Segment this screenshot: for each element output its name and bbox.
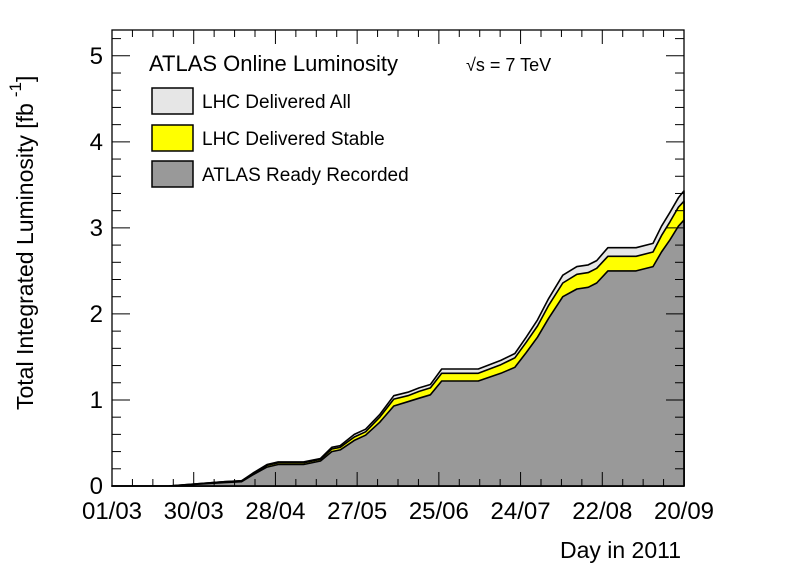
legend-swatch-lhc-delivered-all: [151, 87, 194, 115]
svg-text:Total Integrated Luminosity [f: Total Integrated Luminosity [fb-1]: [6, 76, 38, 410]
energy-label: √s = 7 TeV: [466, 55, 551, 75]
y-tick-label: 2: [90, 301, 103, 328]
legend: ATLAS Online Luminosity √s = 7 TeV LHC D…: [149, 51, 551, 188]
x-axis-label: Day in 2011: [560, 537, 681, 563]
y-tick-label: 0: [90, 473, 103, 500]
x-tick-label: 28/04: [245, 498, 305, 525]
x-tick-label: 24/07: [491, 498, 551, 525]
legend-label-atlas-ready-recorded: ATLAS Ready Recorded: [202, 165, 409, 186]
y-tick-label: 3: [90, 215, 103, 242]
legend-swatch-atlas-ready-recorded: [151, 160, 194, 188]
x-tick-label: 27/05: [327, 498, 387, 525]
x-tick-label: 20/09: [654, 498, 714, 525]
legend-title: ATLAS Online Luminosity: [149, 51, 398, 76]
y-axis-ticks: 0 1 2 3 4 5: [90, 38, 684, 500]
x-tick-label: 01/03: [82, 498, 142, 525]
y-tick-label: 4: [90, 129, 103, 156]
legend-swatch-lhc-delivered-stable: [151, 124, 194, 152]
y-axis-label: Total Integrated Luminosity [fb-1]: [6, 76, 38, 410]
legend-entries: LHC Delivered All LHC Delivered Stable ATL…: [151, 87, 409, 188]
area-atlas-ready-recorded: [111, 219, 685, 487]
legend-label-lhc-delivered-all: LHC Delivered All: [202, 92, 351, 113]
series-areas: [111, 190, 685, 487]
legend-label-lhc-delivered-stable: LHC Delivered Stable: [202, 129, 385, 150]
x-tick-label: 30/03: [164, 498, 224, 525]
x-tick-label: 25/06: [409, 498, 469, 525]
y-tick-label: 1: [90, 387, 103, 414]
x-tick-label: 22/08: [572, 498, 632, 525]
y-tick-label: 5: [90, 43, 103, 70]
x-axis-ticks: 01/03 30/03 28/04 27/05 25/06 24/07 22/08 20/09: [82, 30, 714, 525]
